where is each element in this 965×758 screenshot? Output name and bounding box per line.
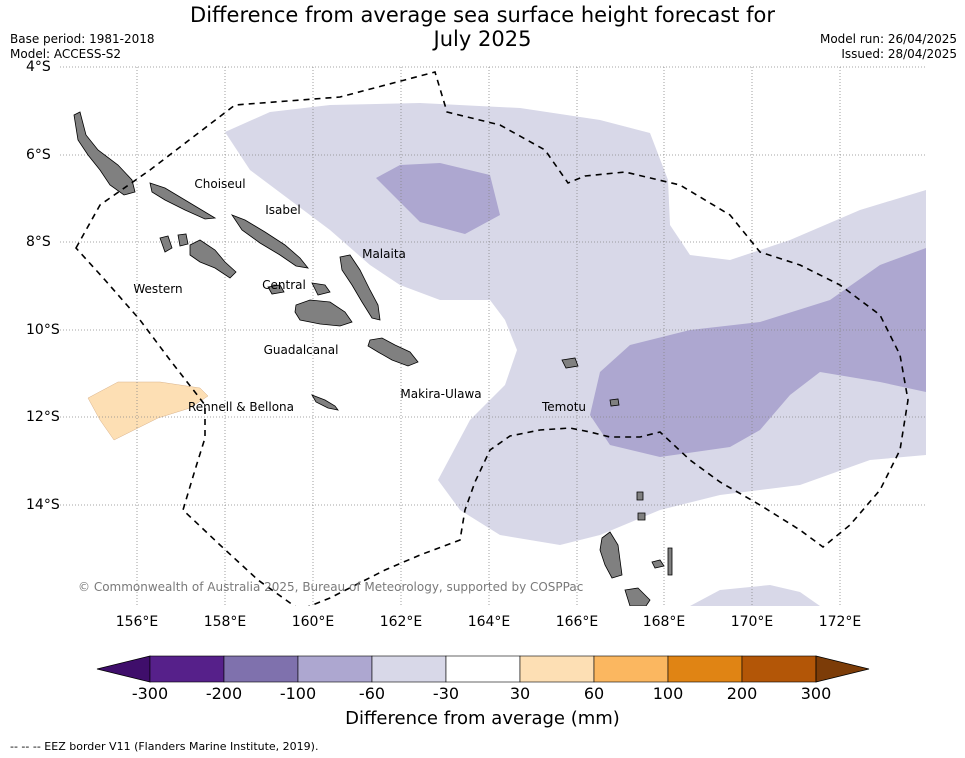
copyright-credit: © Commonwealth of Australia 2025, Bureau… <box>78 580 584 594</box>
island-malaita <box>339 254 381 321</box>
region-label-makira-ulawa: Makira-Ulawa <box>400 387 482 401</box>
lon-tick-label: 172°E <box>818 614 862 630</box>
lon-tick-label: 170°E <box>730 614 774 630</box>
island-guadalcanal <box>294 299 353 327</box>
island-choiseul <box>149 182 217 220</box>
region-label-temotu: Temotu <box>541 400 587 414</box>
colorbar-bin-9 <box>741 655 817 683</box>
island-small-2 <box>636 491 644 501</box>
island-small-1 <box>667 547 673 576</box>
colorbar-bin-1 <box>149 655 225 683</box>
island-vella <box>159 235 173 253</box>
colorbar-bin-2 <box>223 655 299 683</box>
island-vanua-lava <box>599 531 623 579</box>
colorbar-tick: -300 <box>131 684 169 703</box>
map-title: Difference from average sea surface heig… <box>0 3 965 51</box>
colorbar-bin-7 <box>593 655 669 683</box>
colorbar-bin-3 <box>297 655 373 683</box>
colorbar-tick: 30 <box>509 684 531 703</box>
colorbar-tick: -30 <box>432 684 460 703</box>
lon-tick-label: 166°E <box>555 614 599 630</box>
colorbar-tick: -200 <box>205 684 243 703</box>
region-label-choiseul: Choiseul <box>194 177 246 191</box>
lon-tick-label: 162°E <box>379 614 423 630</box>
lat-tick-label: 10°S <box>26 322 60 338</box>
colorbar-extend-low <box>96 655 151 683</box>
island-small-3 <box>637 512 646 521</box>
anomaly-region-light-south <box>690 585 820 606</box>
region-label-rennell-bellona: Rennell & Bellona <box>187 400 295 414</box>
island-russells <box>267 284 285 295</box>
lat-tick-label: 4°S <box>26 59 51 75</box>
region-label-western: Western <box>133 282 183 296</box>
title-line-2: July 2025 <box>433 27 532 51</box>
title-line-1: Difference from average sea surface heig… <box>190 3 775 27</box>
meta-right: Model run: 26/04/2025 Issued: 28/04/2025 <box>820 32 957 62</box>
anomaly-region-medium-north <box>376 163 500 234</box>
anomaly-fill <box>87 103 926 606</box>
base-period: Base period: 1981-2018 <box>10 32 155 46</box>
colorbar-extend-high <box>815 655 870 683</box>
eez-border <box>75 71 909 606</box>
anomaly-region-positive <box>87 381 209 441</box>
land-masses <box>73 111 673 606</box>
island-small-4 <box>651 559 665 569</box>
colorbar-tick: 60 <box>583 684 605 703</box>
island-utupua <box>609 398 620 407</box>
model-name: Model: ACCESS-S2 <box>10 47 122 61</box>
lon-tick-label: 164°E <box>467 614 511 630</box>
colorbar-tick: -60 <box>358 684 386 703</box>
eez-legend-note: -- -- -- EEZ border V11 (Flanders Marine… <box>10 740 319 753</box>
region-label-guadalcanal: Guadalcanal <box>263 343 339 357</box>
graticule <box>60 66 926 606</box>
colorbar-tick: 200 <box>726 684 758 703</box>
lon-tick-label: 168°E <box>642 614 686 630</box>
island-rennell <box>311 394 339 411</box>
lon-tick-label: 156°E <box>115 614 159 630</box>
island-makira <box>367 337 419 367</box>
island-isabel <box>230 214 309 269</box>
anomaly-region-medium-east <box>590 248 926 457</box>
lat-tick-label: 8°S <box>26 234 51 250</box>
region-label-isabel: Isabel <box>265 203 301 217</box>
lat-tick-label: 6°S <box>26 147 51 163</box>
island-santa-cruz <box>561 357 579 369</box>
lat-tick-label: 14°S <box>26 497 60 513</box>
colorbar-tick: -100 <box>279 684 317 703</box>
island-kolombangara <box>177 233 189 247</box>
issued-date: Issued: 28/04/2025 <box>841 47 957 61</box>
island-newgeorgia <box>189 239 237 279</box>
region-label-malaita: Malaita <box>362 247 406 261</box>
region-label-central: Central <box>262 278 306 292</box>
model-run: Model run: 26/04/2025 <box>819 32 957 46</box>
lat-tick-label: 12°S <box>26 409 60 425</box>
colorbar <box>96 655 870 683</box>
colorbar-bin-8 <box>667 655 743 683</box>
colorbar-tick: 300 <box>800 684 832 703</box>
island-florida <box>311 282 331 296</box>
colorbar-tick: 100 <box>652 684 684 703</box>
lon-tick-label: 158°E <box>203 614 247 630</box>
lon-tick-label: 160°E <box>291 614 335 630</box>
colorbar-bin-5 <box>445 655 521 683</box>
island-espiritu <box>624 587 651 606</box>
meta-left: Base period: 1981-2018 Model: ACCESS-S2 <box>10 32 155 62</box>
colorbar-bin-4 <box>371 655 447 683</box>
colorbar-bin-6 <box>519 655 595 683</box>
island-bougainville <box>73 111 136 196</box>
colorbar-title: Difference from average (mm) <box>345 708 620 729</box>
